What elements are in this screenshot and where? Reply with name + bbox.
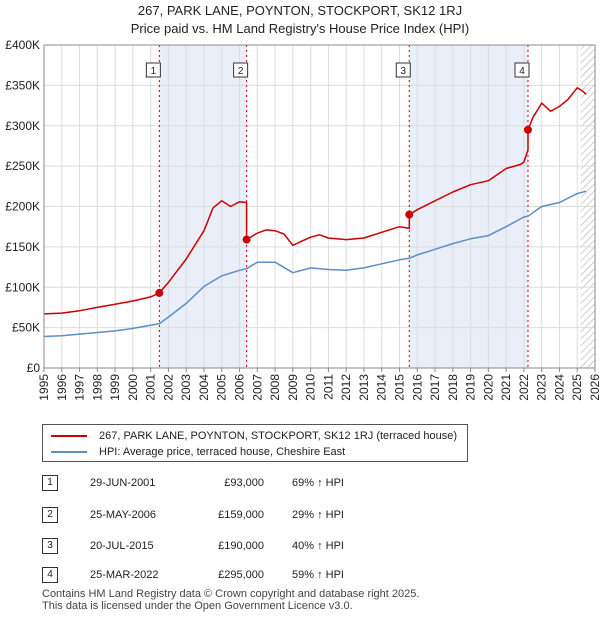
x-tick-label: 2025 [570,374,584,401]
y-tick-label: £250K [5,159,40,173]
footer-copyright: Contains HM Land Registry data © Crown c… [42,588,420,600]
x-tick-label: 1997 [73,374,87,401]
x-tick-label: 2014 [375,374,389,401]
sale-point [523,125,532,134]
attribution-footer: Contains HM Land Registry data © Crown c… [42,588,419,612]
y-tick-label: £350K [5,78,40,92]
legend-swatch-hpi [51,451,87,453]
transaction-price: £190,000 [218,540,264,552]
x-tick-label: 2017 [428,374,442,401]
sale-number-label: 4 [519,66,525,77]
sale-number-box [233,62,249,78]
transaction-date: 25-MAY-2006 [90,509,157,521]
legend-item-property: 267, PARK LANE, POYNTON, STOCKPORT, SK12… [51,429,457,443]
transaction-hpi-change: 40% ↑ HPI [292,540,344,552]
transaction-date: 20-JUL-2015 [90,540,154,552]
sale-number-box [514,62,530,78]
x-tick-label: 2020 [481,374,495,401]
x-tick-label: 2006 [233,374,247,401]
x-tick-label: 1996 [55,374,69,401]
x-tick-label: 2023 [535,374,549,401]
x-tick-label: 2011 [321,374,335,400]
chart-legend: 267, PARK LANE, POYNTON, STOCKPORT, SK12… [42,424,468,462]
x-tick-label: 2018 [446,374,460,401]
transaction-hpi-change: 69% ↑ HPI [292,477,344,489]
sale-number-label: 3 [400,66,406,77]
price-chart: £0 £50K £100K £150K £200K £250K £300K £350K £400… [5,38,600,401]
x-tick-label: 2007 [250,374,264,401]
sale-number-label: 2 [238,66,244,77]
y-tick-label: £300K [5,119,40,133]
transaction-number-badge: 1 [42,475,58,491]
x-tick-label: 2010 [304,374,318,401]
x-tick-label: 2015 [392,374,406,401]
x-tick-label: 2013 [357,374,371,401]
x-tick-label: 2021 [499,374,513,401]
transaction-price: £295,000 [218,569,264,581]
x-tick-label: 2004 [197,374,211,401]
y-tick-label: £100K [5,280,40,294]
x-tick-label: 2001 [144,374,158,401]
x-tick-label: 1999 [108,374,122,401]
y-tick-label: £200K [5,200,40,214]
transaction-hpi-change: 29% ↑ HPI [292,509,344,521]
y-tick-label: £150K [5,240,40,254]
legend-item-hpi: HPI: Average price, terraced house, Ches… [51,445,345,459]
x-tick-label: 2002 [161,374,175,401]
sale-point [155,288,164,297]
y-tick-label: £50K [12,321,40,335]
legend-label-property: 267, PARK LANE, POYNTON, STOCKPORT, SK12… [99,430,458,442]
plot-frame [43,44,596,369]
transaction-number-badge: 3 [42,538,58,554]
x-tick-label: 2009 [286,374,300,401]
footer-licence: This data is licensed under the Open Gov… [42,600,353,612]
hpi-line [43,190,587,338]
transaction-number-badge: 2 [42,507,58,523]
sale-number-box [145,62,161,78]
chart-subtitle: Price paid vs. HM Land Registry's House … [130,21,470,36]
transaction-date: 25-MAR-2022 [90,569,159,581]
sale-point [242,235,251,244]
transaction-date: 29-JUN-2001 [90,477,156,489]
transaction-price: £93,000 [224,477,264,489]
x-tick-label: 1998 [90,374,104,401]
chart-address-title: 267, PARK LANE, POYNTON, STOCKPORT, SK12… [137,3,463,18]
x-tick-label: 2000 [126,374,140,401]
transaction-price: £159,000 [218,509,264,521]
sale-number-box [395,62,411,78]
y-tick-label: £400K [5,38,40,52]
x-tick-label: 2012 [339,374,353,401]
transaction-number-badge: 4 [42,567,58,583]
x-tick-label: 2008 [268,374,282,401]
legend-swatch-property [51,435,87,437]
x-tick-label: 2026 [588,374,600,401]
x-tick-label: 1995 [37,374,51,401]
x-tick-label: 2016 [410,374,424,401]
x-tick-label: 2019 [464,374,478,401]
transaction-hpi-change: 59% ↑ HPI [292,569,344,581]
x-tick-label: 2005 [215,374,229,401]
x-tick-label: 2022 [517,374,531,401]
sale-number-label: 1 [151,66,157,77]
x-tick-label: 2003 [179,374,193,401]
x-tick-label: 2024 [552,374,566,401]
y-tick-label: £0 [27,361,41,375]
legend-label-hpi: HPI: Average price, terraced house, Ches… [99,446,346,458]
sale-point [405,210,414,219]
